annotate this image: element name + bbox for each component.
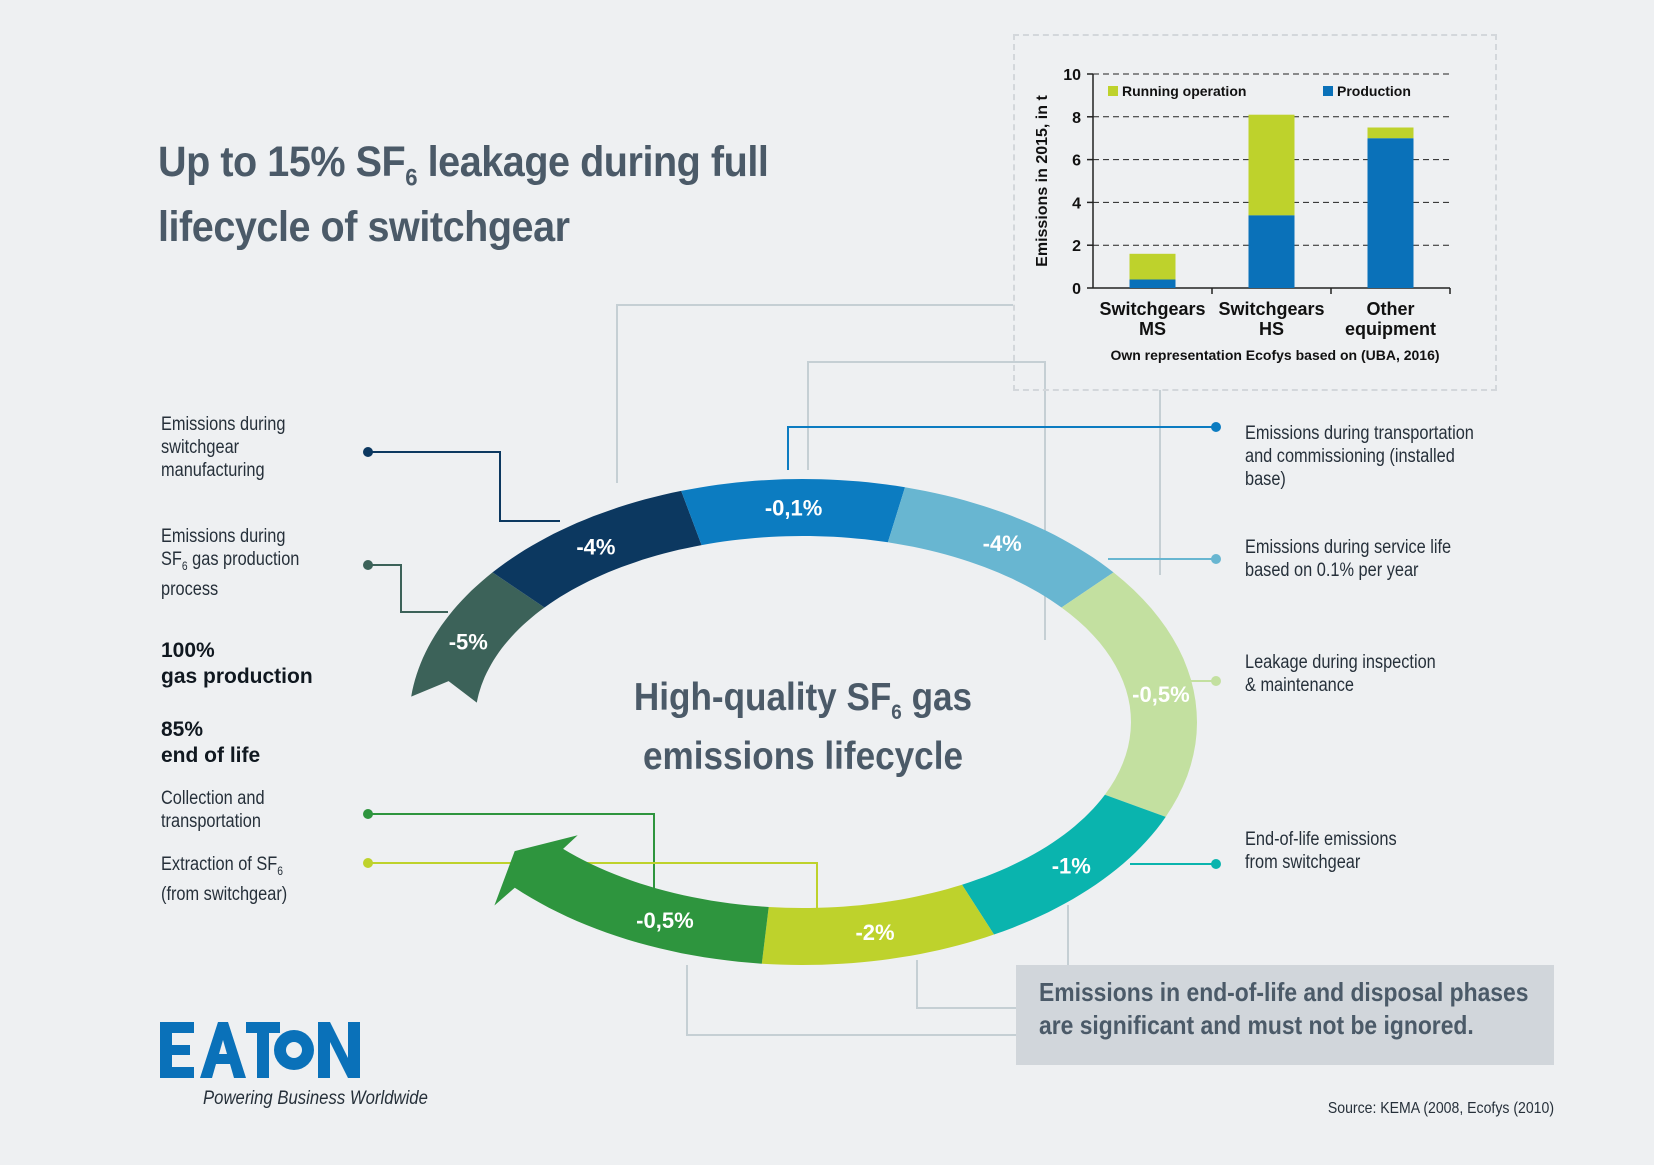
ring-label-collection: -0,5% bbox=[636, 908, 693, 933]
label-manufacturing: Emissions during switchgear manufacturin… bbox=[161, 414, 286, 481]
ring-label-extraction: -2% bbox=[855, 920, 894, 945]
label-inspection: Leakage during inspection & maintenance bbox=[1245, 652, 1436, 696]
label-eol: End-of-life emissions from switchgear bbox=[1245, 829, 1397, 873]
ring-segment-service bbox=[887, 487, 1114, 608]
callout-box bbox=[1016, 965, 1554, 1065]
ring-segment-transport bbox=[681, 479, 905, 546]
connector-collection bbox=[368, 813, 655, 915]
dot-eol bbox=[1211, 859, 1221, 869]
ring-segment-extraction bbox=[761, 884, 994, 965]
connector-gray-6 bbox=[916, 960, 1016, 1009]
bar-production bbox=[1248, 215, 1295, 288]
y-tick-label: 4 bbox=[1072, 195, 1081, 212]
ring-segment-manufacturing bbox=[492, 490, 702, 608]
ring-label-inspection: -0,5% bbox=[1132, 682, 1189, 707]
connector-manufacturing bbox=[368, 451, 560, 522]
ring-segment-eol bbox=[962, 794, 1166, 935]
eaton-logo-mark bbox=[160, 1022, 360, 1078]
label-gas-production: Emissions during SF6 gas production proc… bbox=[161, 526, 300, 600]
bar-production bbox=[1129, 279, 1176, 288]
x-tick-label: equipment bbox=[1345, 319, 1436, 339]
lifecycle-title: High-quality SF6 gas emissions lifecycle bbox=[633, 676, 973, 778]
x-tick-label: Switchgears bbox=[1218, 299, 1324, 319]
ring-label-transport: -0,1% bbox=[765, 496, 822, 521]
source-note: Source: KEMA (2008, Ecofys (2010) bbox=[1327, 1100, 1554, 1117]
ring-label-service: -4% bbox=[983, 531, 1022, 556]
connector-gray-1 bbox=[616, 304, 1013, 483]
ring-label-eol: -1% bbox=[1052, 854, 1091, 879]
bar-running-operation bbox=[1129, 253, 1176, 280]
ring-segment-gas-production bbox=[411, 572, 545, 703]
label-extraction: Extraction of SF6 (from switchgear) bbox=[161, 854, 288, 905]
y-tick-label: 2 bbox=[1072, 238, 1081, 255]
dot-collection bbox=[363, 809, 373, 819]
legend-swatch bbox=[1323, 86, 1333, 96]
label-collection: Collection and transportation bbox=[161, 788, 265, 832]
lifecycle-ring-labels: -5% -4% -0,1% -4% -0,5% -1% -2% -0,5% bbox=[449, 496, 1190, 946]
legend-label: Production bbox=[1337, 83, 1411, 99]
connector-gas-production bbox=[368, 564, 448, 613]
x-tick-label: Switchgears bbox=[1099, 299, 1205, 319]
label-end-of-life-pct: 85% end of life bbox=[161, 718, 261, 767]
legend-swatch bbox=[1108, 86, 1118, 96]
connector-transport bbox=[787, 426, 1216, 470]
label-service: Emissions during service life based on 0… bbox=[1245, 537, 1452, 581]
x-tick-label: MS bbox=[1139, 319, 1166, 339]
x-tick-label: Other bbox=[1366, 299, 1414, 319]
legend-label: Running operation bbox=[1122, 83, 1246, 99]
bar-running-operation bbox=[1248, 114, 1295, 216]
y-tick-label: 10 bbox=[1063, 67, 1081, 84]
logo-tagline: Powering Business Worldwide bbox=[203, 1088, 428, 1109]
ring-segment-inspection bbox=[1061, 572, 1197, 817]
dot-transport bbox=[1211, 422, 1221, 432]
label-gas-production-pct: 100% gas production bbox=[161, 639, 313, 688]
ring-segment-collection bbox=[494, 835, 769, 964]
y-tick-label: 0 bbox=[1072, 281, 1081, 298]
page-title: Up to 15% SF6 leakage during full lifecyc… bbox=[158, 138, 769, 251]
lifecycle-ring bbox=[411, 479, 1197, 965]
bar-production bbox=[1367, 138, 1414, 288]
chart-caption: Own representation Ecofys based on (UBA,… bbox=[1110, 347, 1439, 363]
y-axis-label: Emissions in 2015, in t bbox=[1034, 95, 1051, 267]
connector-gray-7 bbox=[686, 965, 1016, 1036]
dot-gas-production bbox=[363, 560, 373, 570]
dot-manufacturing bbox=[363, 447, 373, 457]
inset-bar-chart: 0 2 4 6 8 10 Emissions in 2015, in t Switchgear… bbox=[1034, 67, 1451, 363]
dot-extraction bbox=[363, 858, 373, 868]
x-tick-label: HS bbox=[1259, 319, 1284, 339]
connector-gray-2 bbox=[807, 361, 1046, 470]
ring-label-gas-production: -5% bbox=[449, 630, 488, 655]
ring-label-manufacturing: -4% bbox=[576, 534, 615, 559]
bar-running-operation bbox=[1367, 127, 1414, 139]
inset-chart-frame bbox=[1013, 34, 1497, 391]
dot-service bbox=[1211, 554, 1221, 564]
label-transport: Emissions during transportation and comm… bbox=[1245, 423, 1474, 490]
dot-inspection bbox=[1211, 676, 1221, 686]
callout-text: Emissions in end-of-life and disposal ph… bbox=[1039, 977, 1529, 1040]
eaton-logo bbox=[160, 1022, 360, 1078]
y-tick-label: 6 bbox=[1072, 153, 1081, 170]
y-tick-label: 8 bbox=[1072, 110, 1081, 127]
